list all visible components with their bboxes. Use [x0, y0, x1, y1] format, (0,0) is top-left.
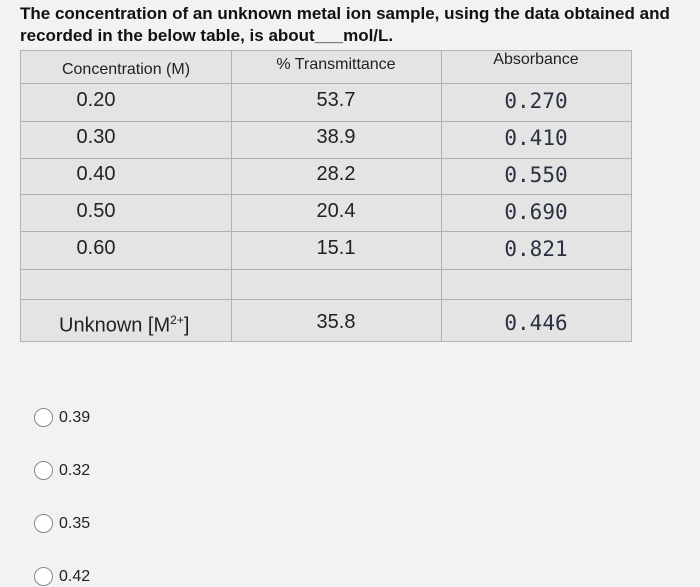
- row-line: [21, 269, 631, 270]
- label-end: ]: [183, 314, 190, 337]
- table-cell: 0.60: [76, 237, 116, 259]
- table-cell: 0.50: [76, 200, 116, 222]
- answer-option[interactable]: 0.35: [34, 514, 90, 533]
- answer-option[interactable]: 0.42: [34, 567, 90, 586]
- option-label[interactable]: 0.32: [59, 461, 91, 479]
- unknown-label: Unknown [M2+]: [31, 313, 231, 338]
- table-cell: 0.690: [504, 200, 568, 224]
- header-cell: % Transmittance: [276, 56, 396, 73]
- table-cell: 53.7: [316, 89, 356, 111]
- radio-button[interactable]: [34, 408, 53, 427]
- table-cell: 15.1: [316, 237, 356, 259]
- row-line: [21, 121, 631, 122]
- col-line: [231, 51, 232, 341]
- table-cell: 28.2: [316, 163, 356, 185]
- header-cell: Absorbance: [493, 51, 579, 68]
- option-label[interactable]: 0.35: [59, 514, 91, 532]
- table-cell: 0.40: [76, 163, 116, 185]
- row-line: [21, 231, 631, 232]
- table-cell: 0.821: [504, 237, 568, 261]
- col-line: [441, 51, 442, 341]
- table-cell: 0.550: [504, 163, 568, 187]
- question-text: recorded in the below table, is about___…: [20, 26, 394, 45]
- header-cell: Concentration (M): [61, 61, 191, 78]
- row-line: [21, 194, 631, 195]
- table-cell: 38.9: [316, 126, 356, 148]
- answer-option[interactable]: 0.39: [34, 408, 90, 427]
- unknown-absorbance: 0.446: [504, 311, 568, 335]
- question-text: The concentration of an unknown metal io…: [20, 4, 670, 23]
- row-line: [21, 299, 631, 300]
- option-label[interactable]: 0.42: [59, 567, 91, 585]
- radio-button[interactable]: [34, 567, 53, 586]
- table-cell: 0.410: [504, 126, 568, 150]
- data-table: Concentration (M) % Transmittance Absorban…: [20, 50, 632, 342]
- radio-button[interactable]: [34, 514, 53, 533]
- table-cell: 20.4: [316, 200, 356, 222]
- charge: 2+: [170, 313, 184, 327]
- row-line: [21, 83, 631, 84]
- row-line: [21, 158, 631, 159]
- table-cell: 0.20: [76, 89, 116, 111]
- radio-button[interactable]: [34, 461, 53, 480]
- label-text: Unknown [M: [59, 314, 171, 337]
- table-cell: 0.270: [504, 89, 568, 113]
- option-label[interactable]: 0.39: [59, 408, 91, 426]
- answer-option[interactable]: 0.32: [34, 461, 90, 480]
- unknown-transmittance: 35.8: [316, 311, 356, 333]
- table-cell: 0.30: [76, 126, 116, 148]
